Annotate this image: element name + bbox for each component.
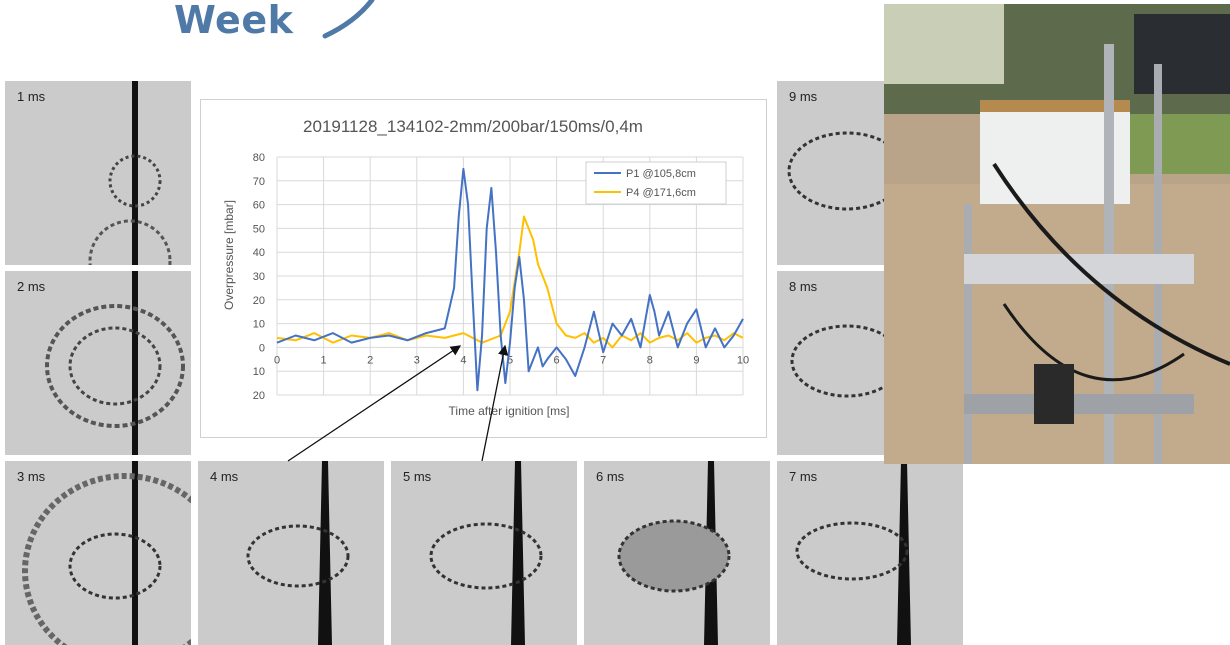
frame-label: 4 ms <box>210 469 239 484</box>
x-tick-label: 10 <box>737 354 749 366</box>
frame-panel-7ms: 7 ms <box>777 461 963 645</box>
y-tick-label: 70 <box>253 176 265 188</box>
frame-label: 1 ms <box>17 89 46 104</box>
y-tick-label: 80 <box>253 152 265 164</box>
x-tick-label: 2 <box>367 354 373 366</box>
x-tick-label: 4 <box>460 354 466 366</box>
pressure-chart: 20191128_134102-2mm/200bar/150ms/0,4m 20… <box>200 99 767 438</box>
x-axis-label: Time after ignition [ms] <box>449 404 570 418</box>
y-axis-label: Overpressure [mbar] <box>222 200 236 310</box>
x-tick-label: 7 <box>600 354 606 366</box>
test-rig-photo <box>884 4 1230 464</box>
x-tick-label: 6 <box>554 354 560 366</box>
logo-text: Week <box>174 0 294 42</box>
frame-panel-5ms: 5 ms <box>391 461 577 645</box>
y-tick-label: 0 <box>259 342 265 354</box>
y-tick-label: 60 <box>253 200 265 212</box>
frame-panel-2ms: 2 ms <box>5 271 191 455</box>
y-tick-label: 50 <box>253 223 265 235</box>
frame-label: 8 ms <box>789 279 818 294</box>
logo-arc-icon <box>322 0 375 39</box>
chart-title: 20191128_134102-2mm/200bar/150ms/0,4m <box>303 117 643 136</box>
x-tick-label: 0 <box>274 354 280 366</box>
x-tick-label: 3 <box>414 354 420 366</box>
y-tick-label: 10 <box>253 366 265 378</box>
x-tick-label: 1 <box>321 354 327 366</box>
pressure-chart-svg: 20191128_134102-2mm/200bar/150ms/0,4m 20… <box>222 117 749 418</box>
legend-label-p4: P4 @171,6cm <box>626 187 696 199</box>
y-tick-label: 10 <box>253 319 265 331</box>
x-tick-label: 9 <box>693 354 699 366</box>
frame-label: 3 ms <box>17 469 46 484</box>
frame-label: 7 ms <box>789 469 818 484</box>
frame-label: 6 ms <box>596 469 625 484</box>
frame-panel-1ms: 1 ms <box>5 81 191 265</box>
y-tick-label: 20 <box>253 295 265 307</box>
y-tick-label: 30 <box>253 271 265 283</box>
frame-label: 5 ms <box>403 469 432 484</box>
x-tick-label: 5 <box>507 354 513 366</box>
frame-panel-4ms: 4 ms <box>198 461 384 645</box>
frame-panel-6ms: 6 ms <box>584 461 770 645</box>
y-tick-label: 20 <box>253 390 265 402</box>
frame-label: 2 ms <box>17 279 46 294</box>
x-tick-label: 8 <box>647 354 653 366</box>
legend-label-p1: P1 @105,8cm <box>626 168 696 180</box>
frame-label: 9 ms <box>789 89 818 104</box>
frame-panel-3ms: 3 ms <box>5 461 191 645</box>
series-line-p1 <box>276 167 744 392</box>
y-tick-label: 40 <box>253 247 265 259</box>
chart-legend: P1 @105,8cm P4 @171,6cm <box>585 161 727 205</box>
